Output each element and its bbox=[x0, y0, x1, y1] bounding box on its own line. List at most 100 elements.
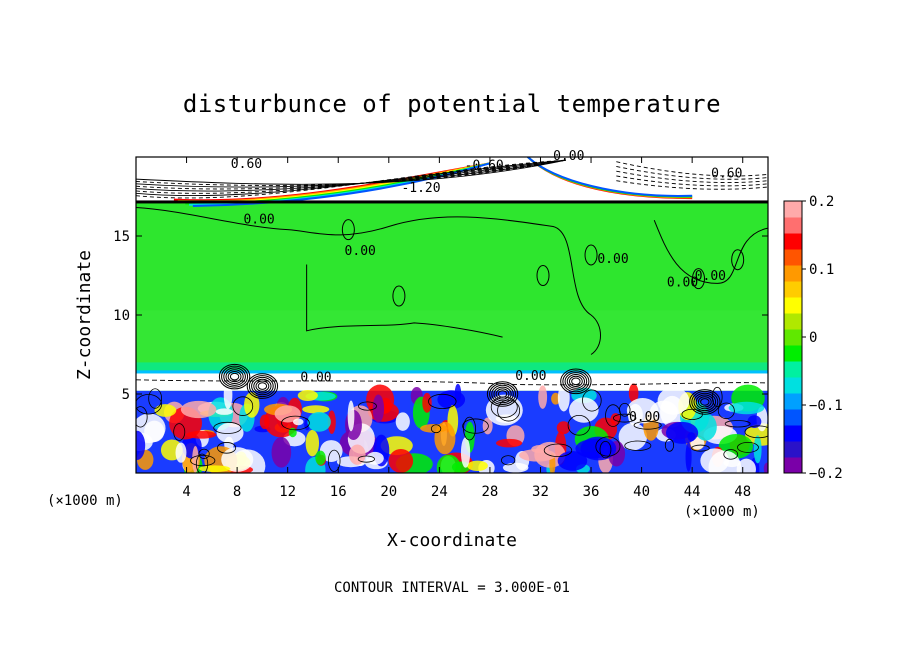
top-contour-right bbox=[616, 170, 768, 183]
contour-label: 0.00 bbox=[629, 410, 660, 425]
contour-labels: 0.60 -0.600.00-1.200.000.000.000.000.00 0.… bbox=[231, 149, 743, 425]
field-blue-band bbox=[136, 370, 768, 374]
lower-blob bbox=[495, 438, 523, 448]
lower-blob bbox=[215, 408, 233, 415]
contour-label: 0.00 bbox=[695, 269, 726, 284]
cell-contour bbox=[255, 380, 270, 392]
lower-blob bbox=[180, 400, 217, 419]
lower-contour bbox=[462, 418, 489, 434]
field-cyan-band bbox=[136, 362, 768, 371]
x-tick-label: 48 bbox=[734, 484, 751, 500]
cell-contour bbox=[560, 368, 592, 395]
cell-contour bbox=[253, 378, 272, 394]
lower-blob bbox=[175, 442, 187, 463]
lower-contour bbox=[618, 402, 631, 417]
cell-contour bbox=[491, 384, 514, 404]
lower-contour bbox=[497, 399, 521, 422]
colorbar-swatch bbox=[784, 265, 802, 282]
cell-contour bbox=[257, 382, 268, 390]
lower-contour bbox=[430, 424, 442, 434]
cell-contour bbox=[495, 388, 510, 400]
colorbar-swatch bbox=[784, 201, 802, 218]
zero-contour bbox=[136, 207, 602, 355]
cell-contour bbox=[693, 392, 717, 412]
lower-contour bbox=[190, 455, 216, 467]
lower-blob bbox=[460, 437, 471, 468]
x-axis-ticks: 4 8 12 16 20 24 28 32 36 40 44 48 bbox=[182, 157, 751, 500]
lower-blob bbox=[685, 442, 692, 472]
cell-contour bbox=[229, 372, 240, 381]
colorbar-swatch bbox=[784, 313, 802, 330]
colorbar-swatch bbox=[784, 345, 802, 362]
lower-contour bbox=[501, 455, 516, 466]
cell-contour bbox=[221, 365, 249, 388]
contour-label: 0.60 bbox=[711, 167, 742, 182]
lower-contour bbox=[463, 416, 476, 441]
lower-blob bbox=[763, 462, 768, 473]
contour-label: 0.00 bbox=[345, 244, 376, 259]
lower-blob bbox=[467, 460, 488, 471]
lower-blob bbox=[626, 398, 659, 424]
lower-contour bbox=[633, 420, 662, 430]
lower-contour bbox=[195, 453, 209, 473]
lower-blob bbox=[154, 404, 177, 417]
lower-blob bbox=[327, 410, 336, 435]
lower-blob bbox=[372, 394, 385, 423]
lower-blob bbox=[502, 462, 529, 473]
lower-blob bbox=[259, 414, 270, 430]
x-unit-label-left: (×1000 m) bbox=[47, 493, 123, 509]
contour-interval-note: CONTOUR INTERVAL = 3.000E-01 bbox=[334, 580, 570, 596]
lower-contour bbox=[213, 421, 242, 434]
y-tick-label: 5 bbox=[122, 387, 130, 403]
lower-contour bbox=[582, 389, 602, 412]
lower-blob bbox=[736, 458, 756, 473]
lower-blob bbox=[315, 450, 326, 465]
lower-blob bbox=[657, 387, 690, 415]
lower-contour bbox=[232, 396, 254, 416]
lower-contour bbox=[358, 401, 377, 411]
lower-blob bbox=[136, 430, 146, 460]
cell-contour bbox=[562, 370, 590, 393]
x-tick-label: 4 bbox=[182, 484, 190, 500]
lower-blob bbox=[144, 420, 165, 443]
green-small-contour bbox=[584, 244, 598, 266]
cell-contour bbox=[248, 375, 276, 398]
lower-contour bbox=[428, 393, 457, 410]
x-tick-label: 32 bbox=[532, 484, 549, 500]
lower-contour bbox=[136, 406, 148, 428]
cell-contour bbox=[493, 386, 512, 402]
lower-blob bbox=[454, 383, 462, 403]
lower-blob bbox=[192, 446, 199, 473]
lower-contour bbox=[724, 420, 751, 428]
green-small-contour bbox=[731, 249, 745, 271]
x-tick-label: 40 bbox=[633, 484, 650, 500]
lower-contour bbox=[136, 394, 162, 415]
colorbar-swatch bbox=[784, 377, 802, 394]
chart-title: disturbunce of potential temperature bbox=[183, 90, 721, 118]
x-tick-label: 36 bbox=[583, 484, 600, 500]
green-small-contour bbox=[691, 268, 705, 290]
lower-blob bbox=[628, 383, 639, 403]
cell-contour bbox=[246, 373, 279, 399]
lower-contour bbox=[599, 440, 612, 459]
cell-contour bbox=[697, 396, 712, 408]
top-contour-right bbox=[616, 166, 768, 180]
x-tick-label: 24 bbox=[431, 484, 448, 500]
x-tick-label: 8 bbox=[233, 484, 241, 500]
lower-contour bbox=[612, 413, 637, 423]
cell-contour bbox=[695, 394, 714, 410]
lower-contour bbox=[744, 425, 768, 439]
lower-blob bbox=[292, 418, 304, 426]
colorbar-swatch bbox=[784, 361, 802, 378]
lower-contour bbox=[543, 443, 573, 458]
colorbar-swatch bbox=[784, 409, 802, 426]
lower-contour bbox=[173, 423, 186, 441]
cell-contour bbox=[568, 375, 583, 387]
contour-label: 0.60 bbox=[231, 157, 262, 172]
lower-contour bbox=[723, 449, 739, 460]
lower-blob bbox=[700, 448, 730, 473]
lower-blob bbox=[436, 454, 461, 473]
contour-label: -0.60 bbox=[465, 159, 504, 174]
green-small-contour bbox=[392, 285, 406, 307]
